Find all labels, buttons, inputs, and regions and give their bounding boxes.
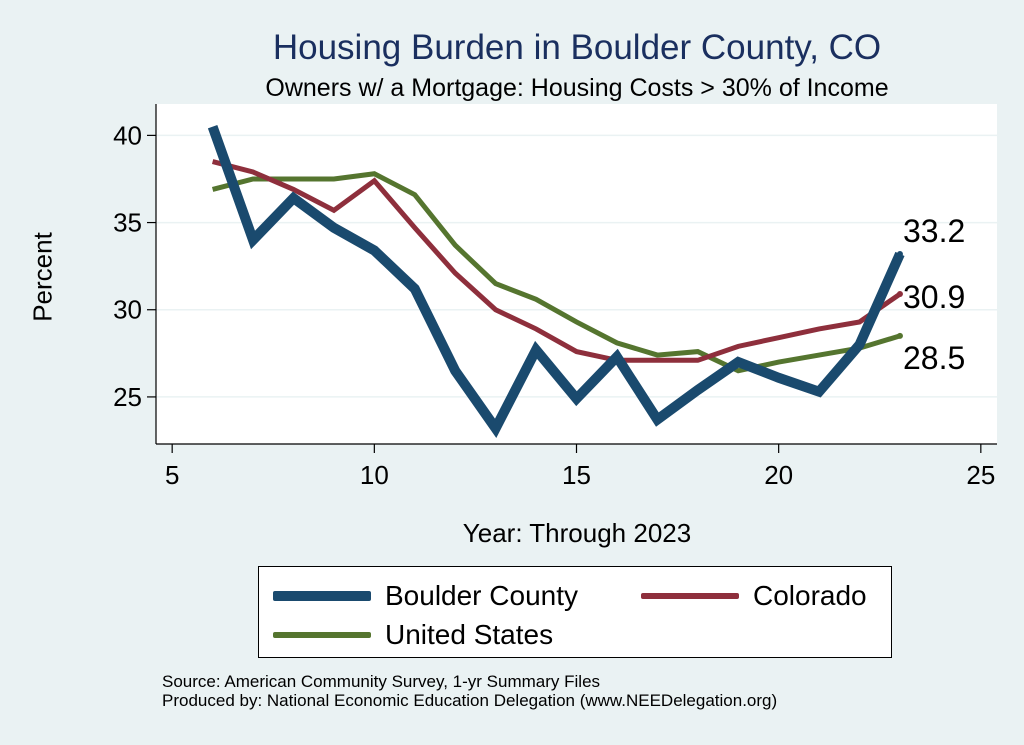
legend-swatch-colorado	[641, 593, 739, 599]
end-label-boulder-county: 33.2	[903, 213, 965, 249]
x-tick-label-15: 15	[562, 460, 591, 490]
legend-swatch-boulder-county	[273, 591, 371, 601]
legend-item-united-states: United States	[273, 619, 553, 651]
y-axis-label: Percent	[27, 232, 58, 322]
legend-item-colorado: Colorado	[641, 580, 867, 612]
source-line: Source: American Community Survey, 1-yr …	[162, 672, 601, 691]
producer-line: Produced by: National Economic Education…	[162, 691, 778, 710]
legend: Boulder County Colorado United States	[258, 566, 892, 658]
y-tick-label-30: 30	[113, 295, 142, 325]
legend-item-boulder-county: Boulder County	[273, 580, 578, 612]
legend-label-boulder-county: Boulder County	[385, 580, 579, 611]
x-axis-label: Year: Through 2023	[462, 518, 692, 548]
series-lines	[207, 124, 905, 438]
series-line-united-states	[211, 171, 901, 374]
endpoint-boulder-county	[896, 250, 903, 257]
x-tick-label-10: 10	[360, 460, 389, 490]
chart-subtitle: Owners w/ a Mortgage: Housing Costs > 30…	[265, 74, 889, 102]
legend-swatch-united-states	[273, 632, 371, 638]
axes: 25 30 35 40 5 10 15 20 25	[113, 104, 997, 490]
y-tick-label-35: 35	[113, 208, 142, 238]
legend-label-colorado: Colorado	[753, 580, 867, 611]
gridlines	[156, 134, 997, 398]
chart-title: Housing Burden in Boulder County, CO	[272, 28, 882, 67]
end-labels: 33.2 30.9 28.5	[903, 213, 965, 376]
end-label-colorado: 30.9	[903, 279, 965, 315]
series-line-boulder-county	[207, 124, 905, 438]
plot-area	[156, 104, 997, 444]
source-note: Source: American Community Survey, 1-yr …	[162, 672, 777, 710]
y-tick-label-25: 25	[113, 382, 142, 412]
endpoint-united-states	[896, 332, 903, 339]
x-tick-label-25: 25	[966, 460, 995, 490]
x-tick-label-20: 20	[764, 460, 793, 490]
series-line-colorado	[211, 159, 902, 363]
legend-label-united-states: United States	[385, 619, 554, 650]
end-label-united-states: 28.5	[903, 340, 965, 376]
x-tick-label-5: 5	[165, 460, 179, 490]
y-tick-label-40: 40	[113, 120, 142, 150]
endpoint-colorado	[896, 291, 903, 298]
